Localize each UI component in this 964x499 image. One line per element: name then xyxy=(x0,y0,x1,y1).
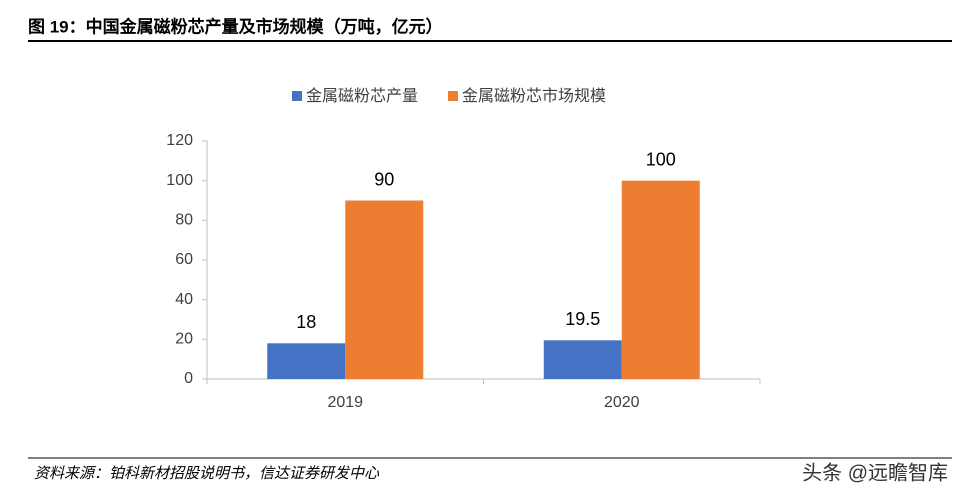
bar xyxy=(621,180,700,379)
source: 资料来源：铂科新材招股说明书，信达证券研发中心 xyxy=(34,465,380,482)
legend-swatch xyxy=(448,91,459,101)
x-tick-label: 2020 xyxy=(604,394,640,411)
legend-swatch xyxy=(292,91,302,101)
legend-label: 金属磁粉芯产量 xyxy=(306,87,418,105)
bar xyxy=(267,343,346,379)
data-label: 19.5 xyxy=(565,309,600,329)
bar xyxy=(543,340,622,379)
y-tick-label: 0 xyxy=(184,370,193,387)
bar xyxy=(345,200,424,379)
chart-title: 图 19：中国金属磁粉芯产量及市场规模（万吨，亿元） xyxy=(28,16,443,36)
y-tick-label: 120 xyxy=(166,132,193,149)
data-label: 100 xyxy=(646,149,676,169)
title-rule xyxy=(28,40,952,42)
y-tick-label: 80 xyxy=(175,212,193,229)
y-tick-label: 100 xyxy=(166,172,193,189)
y-tick-label: 60 xyxy=(175,251,193,268)
watermark: 头条 @远瞻智库 xyxy=(802,461,948,484)
legend-label: 金属磁粉芯市场规模 xyxy=(462,87,606,105)
y-tick-label: 20 xyxy=(175,331,193,348)
data-label: 18 xyxy=(296,312,316,332)
x-tick-label: 2019 xyxy=(327,394,363,411)
y-tick-label: 40 xyxy=(175,291,193,308)
data-label: 90 xyxy=(374,169,394,189)
